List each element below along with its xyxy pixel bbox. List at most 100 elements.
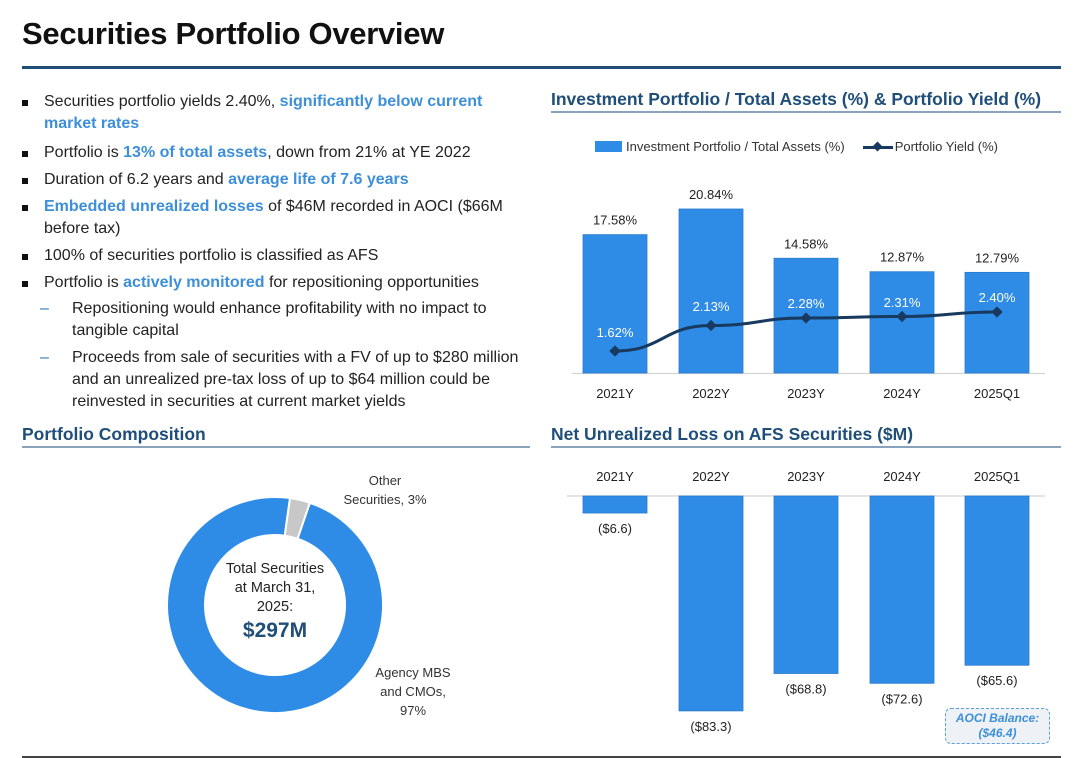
yield-chart-divider <box>551 111 1061 113</box>
legend-swatch-bar <box>595 141 622 152</box>
sub-bullet-item: – Repositioning would enhance profitabili… <box>40 298 520 342</box>
footer-divider <box>22 756 1061 758</box>
title-divider <box>22 66 1061 69</box>
donut-label-agency: and CMOs, <box>380 684 446 699</box>
loss-chart-x-tick: 2024Y <box>883 469 921 484</box>
aoci-balance-callout: AOCI Balance: ($46.4) <box>945 708 1050 744</box>
donut-label-other: Other <box>369 473 402 488</box>
bullet-item: 100% of securities portfolio is classifi… <box>22 245 522 267</box>
bullet-text-run: of $46M recorded in AOCI ($66M before ta… <box>44 198 503 237</box>
legend-swatch-line <box>862 141 893 152</box>
aoci-value: ($46.4) <box>978 726 1017 740</box>
highlighted-text: average life of 7.6 years <box>228 171 409 188</box>
yield-point-2024Y <box>896 310 908 323</box>
yield-label: 2.28% <box>788 296 825 311</box>
yield-label: 2.31% <box>884 295 921 310</box>
aoci-label: AOCI Balance: <box>955 711 1040 725</box>
donut-label-other: Securities, 3% <box>343 492 427 507</box>
loss-chart-x-tick: 2025Q1 <box>974 469 1020 484</box>
donut-center-line1: Total Securities <box>225 561 325 577</box>
donut-label-agency: 97% <box>400 703 426 718</box>
bullet-text-run: 100% of securities portfolio is classifi… <box>44 247 379 264</box>
loss-chart-title: Net Unrealized Loss on AFS Securities ($… <box>551 424 914 444</box>
bullet-text: Portfolio is actively monitored for repo… <box>44 272 522 294</box>
bullet-marker <box>22 142 44 164</box>
donut-center-line3: 2025: <box>256 599 294 615</box>
highlighted-text: Embedded unrealized losses <box>44 198 264 215</box>
bullet-text-run: Portfolio is <box>44 274 124 291</box>
loss-bar-2023Y <box>773 495 839 674</box>
loss-bar-2022Y <box>678 495 744 712</box>
yield-point-2023Y <box>800 312 812 324</box>
legend-label-line: Portfolio Yield (%) <box>894 139 999 154</box>
bullet-item: Portfolio is 13% of total assets, down f… <box>22 142 522 164</box>
highlighted-text: significantly below current market rates <box>44 93 483 132</box>
bullet-text: Duration of 6.2 years and average life o… <box>44 169 522 191</box>
highlighted-text: actively monitored <box>123 274 265 291</box>
yield-label: 1.62% <box>597 325 634 340</box>
ratio-bar-label: 12.79% <box>975 250 1020 265</box>
ratio-bar-label: 20.84% <box>689 187 734 202</box>
sub-bullet-text: Repositioning would enhance profitabilit… <box>72 300 487 339</box>
ratio-bar-label: 12.87% <box>880 250 925 265</box>
composition-section-divider <box>22 446 530 448</box>
loss-bar-label: ($65.6) <box>976 673 1017 688</box>
yield-label: 2.13% <box>693 299 730 314</box>
yield-line <box>614 310 998 353</box>
yield-point-2025Q1 <box>991 306 1003 318</box>
donut-center-label: Total Securities at March 31, 2025: $297… <box>205 560 345 645</box>
bullet-text: Portfolio is 13% of total assets, down f… <box>44 142 522 164</box>
bullet-item: Embedded unrealized losses of $46M recor… <box>22 196 522 240</box>
bullet-text-run: Portfolio is <box>44 144 124 161</box>
bullet-marker <box>22 272 44 294</box>
yield-label: 2.40% <box>979 290 1016 305</box>
bullet-marker <box>22 169 44 191</box>
loss-bar-label: ($72.6) <box>881 691 922 706</box>
sub-bullet-item: – Proceeds from sale of securities with a… <box>40 347 520 413</box>
sub-bullet-text: Proceeds from sale of securities with a … <box>72 349 519 410</box>
loss-bar-2021Y <box>582 495 648 514</box>
donut-center-value: $297M <box>242 619 308 642</box>
legend-label-bar: Investment Portfolio / Total Assets (%) <box>626 139 845 154</box>
bullet-marker <box>22 245 44 267</box>
donut-label-agency: Agency MBS <box>375 665 450 680</box>
donut-slice-agency-mbs <box>166 496 384 714</box>
bullet-marker <box>22 91 44 113</box>
ratio-bar-label: 17.58% <box>593 213 638 228</box>
ratio-bar-2024Y <box>869 271 935 374</box>
bullet-marker <box>22 196 44 218</box>
loss-bar-2024Y <box>869 495 935 684</box>
yield-chart-x-tick: 2025Q1 <box>974 386 1020 401</box>
yield-chart-x-tick: 2024Y <box>883 386 921 401</box>
yield-chart-title: Investment Portfolio / Total Assets (%) … <box>551 89 1042 109</box>
loss-chart-x-tick: 2022Y <box>692 469 730 484</box>
sub-bullet-marker: – <box>40 349 49 366</box>
bullet-text: 100% of securities portfolio is classifi… <box>44 245 522 267</box>
ratio-bar-2022Y <box>678 208 744 374</box>
yield-chart-x-tick: 2021Y <box>596 386 634 401</box>
loss-chart-divider <box>551 446 1061 448</box>
yield-chart-x-tick: 2022Y <box>692 386 730 401</box>
sub-bullet-marker: – <box>40 300 49 317</box>
bullet-item: Duration of 6.2 years and average life o… <box>22 169 522 191</box>
loss-bar-label: ($6.6) <box>598 521 632 536</box>
yield-point-2021Y <box>609 345 621 357</box>
donut-center-line2: at March 31, <box>234 580 316 596</box>
ratio-bar-2025Q1 <box>964 271 1030 374</box>
yield-chart-x-tick: 2023Y <box>787 386 825 401</box>
bullet-text-run: Securities portfolio yields 2.40%, <box>44 93 280 110</box>
bullet-text: Embedded unrealized losses of $46M recor… <box>44 196 522 240</box>
loss-bar-label: ($83.3) <box>690 719 731 734</box>
yield-point-2022Y <box>705 319 717 332</box>
bullet-text-run: Duration of 6.2 years and <box>44 171 229 188</box>
loss-bar-2025Q1 <box>964 495 1030 666</box>
bullet-text-run: for repositioning opportunities <box>264 274 479 291</box>
donut-slice-other-securities <box>283 496 312 541</box>
ratio-bar-label: 14.58% <box>784 236 829 251</box>
loss-chart-x-tick: 2023Y <box>787 469 825 484</box>
composition-section-title: Portfolio Composition <box>22 424 206 444</box>
bullet-text: Securities portfolio yields 2.40%, signi… <box>44 91 522 135</box>
loss-bar-label: ($68.8) <box>785 682 826 697</box>
highlighted-text: 13% of total assets <box>123 144 268 161</box>
